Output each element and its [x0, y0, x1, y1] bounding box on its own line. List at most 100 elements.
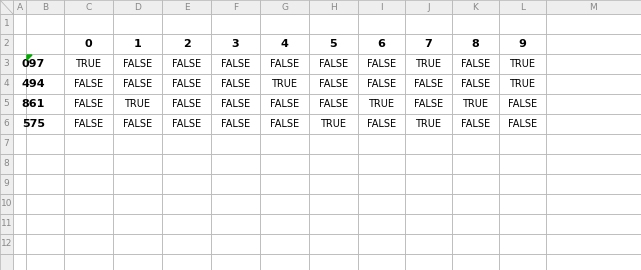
Text: FALSE: FALSE [461, 59, 490, 69]
Text: 12: 12 [1, 239, 12, 248]
Bar [358, 74, 405, 94]
Bar [162, 134, 211, 154]
Text: FALSE: FALSE [172, 59, 201, 69]
Text: 9: 9 [519, 39, 526, 49]
Bar [0, 234, 13, 254]
Text: FALSE: FALSE [414, 79, 443, 89]
Text: 3: 3 [4, 59, 10, 69]
Text: FALSE: FALSE [367, 59, 396, 69]
Bar [358, 0, 405, 14]
Bar [211, 174, 260, 194]
Text: 7: 7 [424, 39, 433, 49]
Bar [499, 114, 546, 134]
Bar [452, 54, 499, 74]
Bar [309, 54, 358, 74]
Bar [113, 214, 162, 234]
Bar [211, 0, 260, 14]
Bar [405, 174, 452, 194]
Text: FALSE: FALSE [461, 119, 490, 129]
Bar [0, 174, 13, 194]
Bar [113, 254, 162, 270]
Text: TRUE: TRUE [369, 99, 394, 109]
Bar [113, 94, 162, 114]
Text: 10: 10 [1, 200, 12, 208]
Text: D: D [134, 2, 141, 12]
Text: TRUE: TRUE [320, 119, 347, 129]
Text: F: F [233, 2, 238, 12]
Bar [113, 0, 162, 14]
Text: FALSE: FALSE [461, 79, 490, 89]
Bar [211, 194, 260, 214]
Bar [0, 34, 13, 54]
Bar [405, 0, 452, 14]
Bar [13, 254, 26, 270]
Bar [358, 154, 405, 174]
Text: 0: 0 [85, 39, 92, 49]
Bar [499, 54, 546, 74]
Bar [452, 114, 499, 134]
Text: FALSE: FALSE [270, 99, 299, 109]
Bar [26, 34, 64, 54]
Bar [405, 134, 452, 154]
Bar [64, 154, 113, 174]
Bar [309, 114, 358, 134]
Text: TRUE: TRUE [463, 99, 488, 109]
Text: 6: 6 [378, 39, 385, 49]
Bar [113, 194, 162, 214]
Text: FALSE: FALSE [221, 99, 250, 109]
Bar [358, 234, 405, 254]
Text: G: G [281, 2, 288, 12]
Text: L: L [520, 2, 525, 12]
Bar [13, 94, 26, 114]
Bar [211, 234, 260, 254]
Bar [546, 0, 641, 14]
Text: 3: 3 [231, 39, 239, 49]
Bar [211, 134, 260, 154]
Text: FALSE: FALSE [414, 99, 443, 109]
Text: 8: 8 [472, 39, 479, 49]
Bar [211, 154, 260, 174]
Bar [358, 214, 405, 234]
Text: TRUE: TRUE [510, 59, 535, 69]
Polygon shape [27, 55, 32, 60]
Text: FALSE: FALSE [367, 79, 396, 89]
Bar [405, 94, 452, 114]
Bar [499, 234, 546, 254]
Text: C: C [85, 2, 92, 12]
Bar [546, 54, 641, 74]
Bar [211, 254, 260, 270]
Bar [260, 134, 309, 154]
Bar [358, 114, 405, 134]
Bar [113, 14, 162, 34]
Text: FALSE: FALSE [319, 79, 348, 89]
Text: FALSE: FALSE [172, 119, 201, 129]
Bar [26, 14, 64, 34]
Text: B: B [42, 2, 48, 12]
Text: FALSE: FALSE [123, 79, 152, 89]
Bar [26, 214, 64, 234]
Text: TRUE: TRUE [272, 79, 297, 89]
Bar [546, 214, 641, 234]
Bar [499, 254, 546, 270]
Text: 4: 4 [4, 79, 10, 89]
Text: FALSE: FALSE [74, 99, 103, 109]
Bar [260, 0, 309, 14]
Bar [64, 34, 113, 54]
Bar [162, 194, 211, 214]
Bar [499, 214, 546, 234]
Text: M: M [590, 2, 597, 12]
Bar [211, 14, 260, 34]
Bar [499, 174, 546, 194]
Text: FALSE: FALSE [508, 99, 537, 109]
Text: FALSE: FALSE [172, 99, 201, 109]
Bar [405, 254, 452, 270]
Bar [13, 34, 26, 54]
Bar [13, 54, 26, 74]
Bar [162, 14, 211, 34]
Bar [260, 54, 309, 74]
Bar [162, 34, 211, 54]
Bar [260, 214, 309, 234]
Bar [309, 174, 358, 194]
Bar [0, 154, 13, 174]
Bar [405, 154, 452, 174]
